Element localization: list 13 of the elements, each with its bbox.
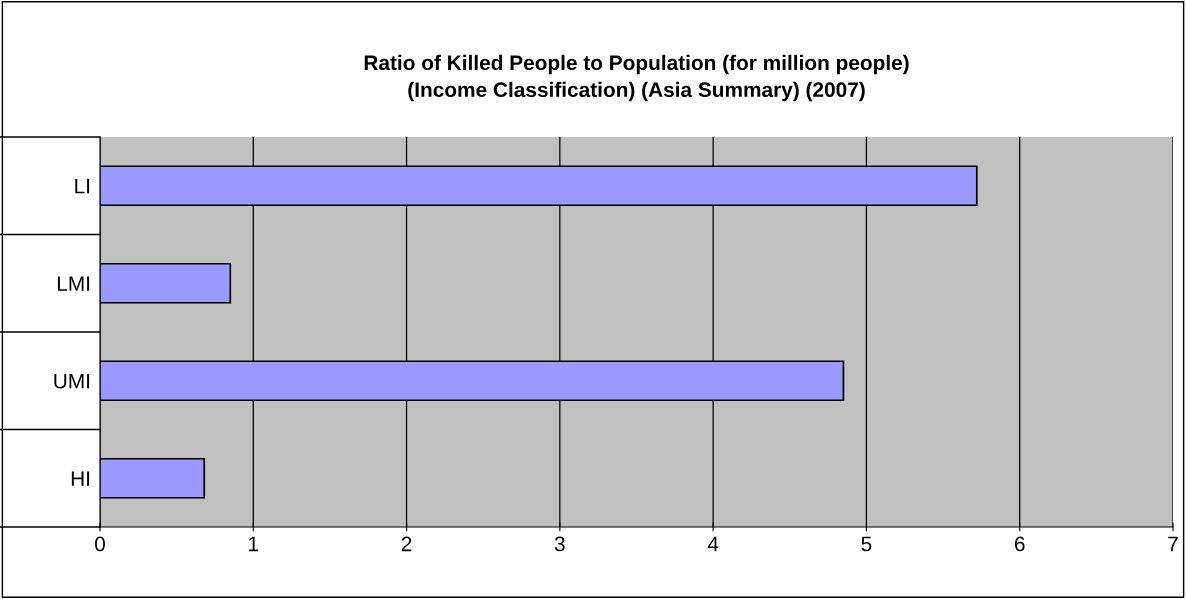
- chart-title: Ratio of Killed People to Population (for million people) (Income Classification) (Asia Summary) (2007): [364, 54, 909, 102]
- x-tick-label: 0: [95, 536, 105, 552]
- x-tick-label: 5: [861, 536, 872, 552]
- y-tick-label: LI: [75, 178, 90, 194]
- x-tick-label: 2: [401, 536, 412, 552]
- y-tick-label: HI: [71, 471, 90, 486]
- y-tick-label: LMI: [57, 276, 90, 291]
- x-tick-label: 1: [249, 536, 259, 552]
- y-tick-label: UMI: [54, 373, 90, 389]
- x-tick-label: 4: [707, 536, 719, 552]
- x-tick-label: 7: [1168, 536, 1178, 552]
- x-tick-label: 3: [554, 536, 565, 552]
- x-tick-label: 6: [1014, 536, 1025, 552]
